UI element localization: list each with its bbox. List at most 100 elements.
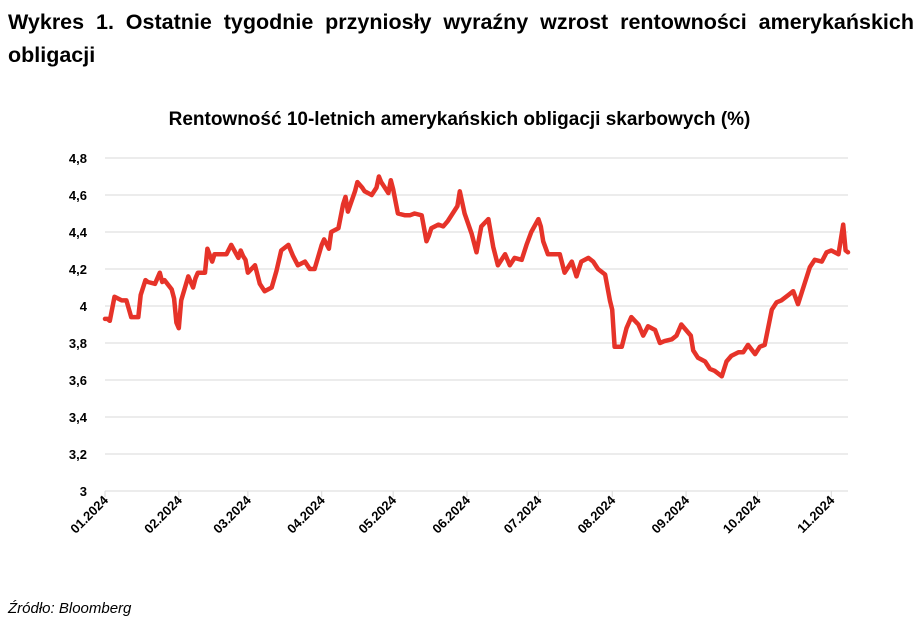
data-point [370,193,374,197]
data-point [846,250,850,254]
data-point [524,243,528,247]
data-point [836,252,840,256]
data-point [503,252,507,256]
chart-title: Rentowność 10-letnich amerykańskich obli… [168,109,751,130]
data-point [224,252,228,256]
data-point [462,211,466,215]
data-point [162,278,166,282]
data-point [774,300,778,304]
data-point [441,224,445,228]
data-point [139,293,143,297]
data-point [377,174,381,178]
data-point [696,356,700,360]
data-point [379,180,383,184]
data-point [520,258,524,262]
data-point [408,213,412,217]
data-point [824,250,828,254]
data-point [158,271,162,275]
data-point [662,339,666,343]
data-point [436,222,440,226]
data-point [791,289,795,293]
data-point [803,280,807,284]
data-point [196,271,200,275]
data-point [653,328,657,332]
data-point [574,274,578,278]
data-point [243,258,247,262]
data-point [329,230,333,234]
data-point [612,345,616,349]
data-point [153,282,157,286]
data-point [386,191,390,195]
data-point [691,348,695,352]
data-point [205,247,209,251]
data-point [210,259,214,263]
x-tick-label: 08.2024 [575,492,619,536]
data-point [546,252,550,256]
data-point [829,248,833,252]
data-point [736,350,740,354]
data-point [412,211,416,215]
data-point [174,320,178,324]
data-point [308,267,312,271]
data-point [724,359,728,363]
data-point [236,256,240,260]
data-point [374,185,378,189]
source-note: Źródło: Bloomberg [8,600,132,617]
data-point [512,256,516,260]
data-point [146,280,150,284]
data-point [229,243,233,247]
data-point [562,271,566,275]
data-point [786,293,790,297]
data-point [479,224,483,228]
x-tick-label: 05.2024 [355,492,399,536]
data-point [424,239,428,243]
data-point [212,252,216,256]
data-point [486,217,490,221]
data-point [603,272,607,276]
data-point [303,259,307,263]
data-point [391,187,395,191]
data-point [570,259,574,263]
y-tick-label: 4,8 [69,151,87,166]
data-point [327,247,331,251]
grid-lines [105,157,848,455]
data-point [558,252,562,256]
y-tick-label: 3,8 [69,336,87,351]
data-point [172,296,176,300]
data-point [362,189,366,193]
data-point [703,359,707,363]
data-point [389,178,393,182]
data-point [470,232,474,236]
data-point [343,195,347,199]
data-point [179,298,183,302]
data-point [286,243,290,247]
y-tick-label: 4,6 [69,188,87,203]
y-tick-label: 3,4 [69,410,88,425]
data-point [770,308,774,312]
data-point [403,213,407,217]
data-point [689,333,693,337]
data-point [296,263,300,267]
data-point [220,252,224,256]
y-tick-label: 3,6 [69,373,87,388]
data-point [813,258,817,262]
data-point [353,189,357,193]
data-point [496,263,500,267]
data-point [579,259,583,263]
data-point [841,222,845,226]
y-tick-label: 4,4 [69,225,88,240]
data-point [396,211,400,215]
data-point [712,369,716,373]
data-point [108,319,112,323]
data-point [629,315,633,319]
data-point [279,248,283,252]
x-tick-label: 06.2024 [429,492,473,536]
y-tick-label: 3,2 [69,447,87,462]
data-point [458,189,462,193]
x-axis: 01.2024 02.2024 03.2024 04.2024 05.2024 06.20… [67,490,848,536]
data-point [270,285,274,289]
data-point [336,226,340,230]
data-point [553,252,557,256]
x-tick-label: 01.2024 [67,492,111,536]
